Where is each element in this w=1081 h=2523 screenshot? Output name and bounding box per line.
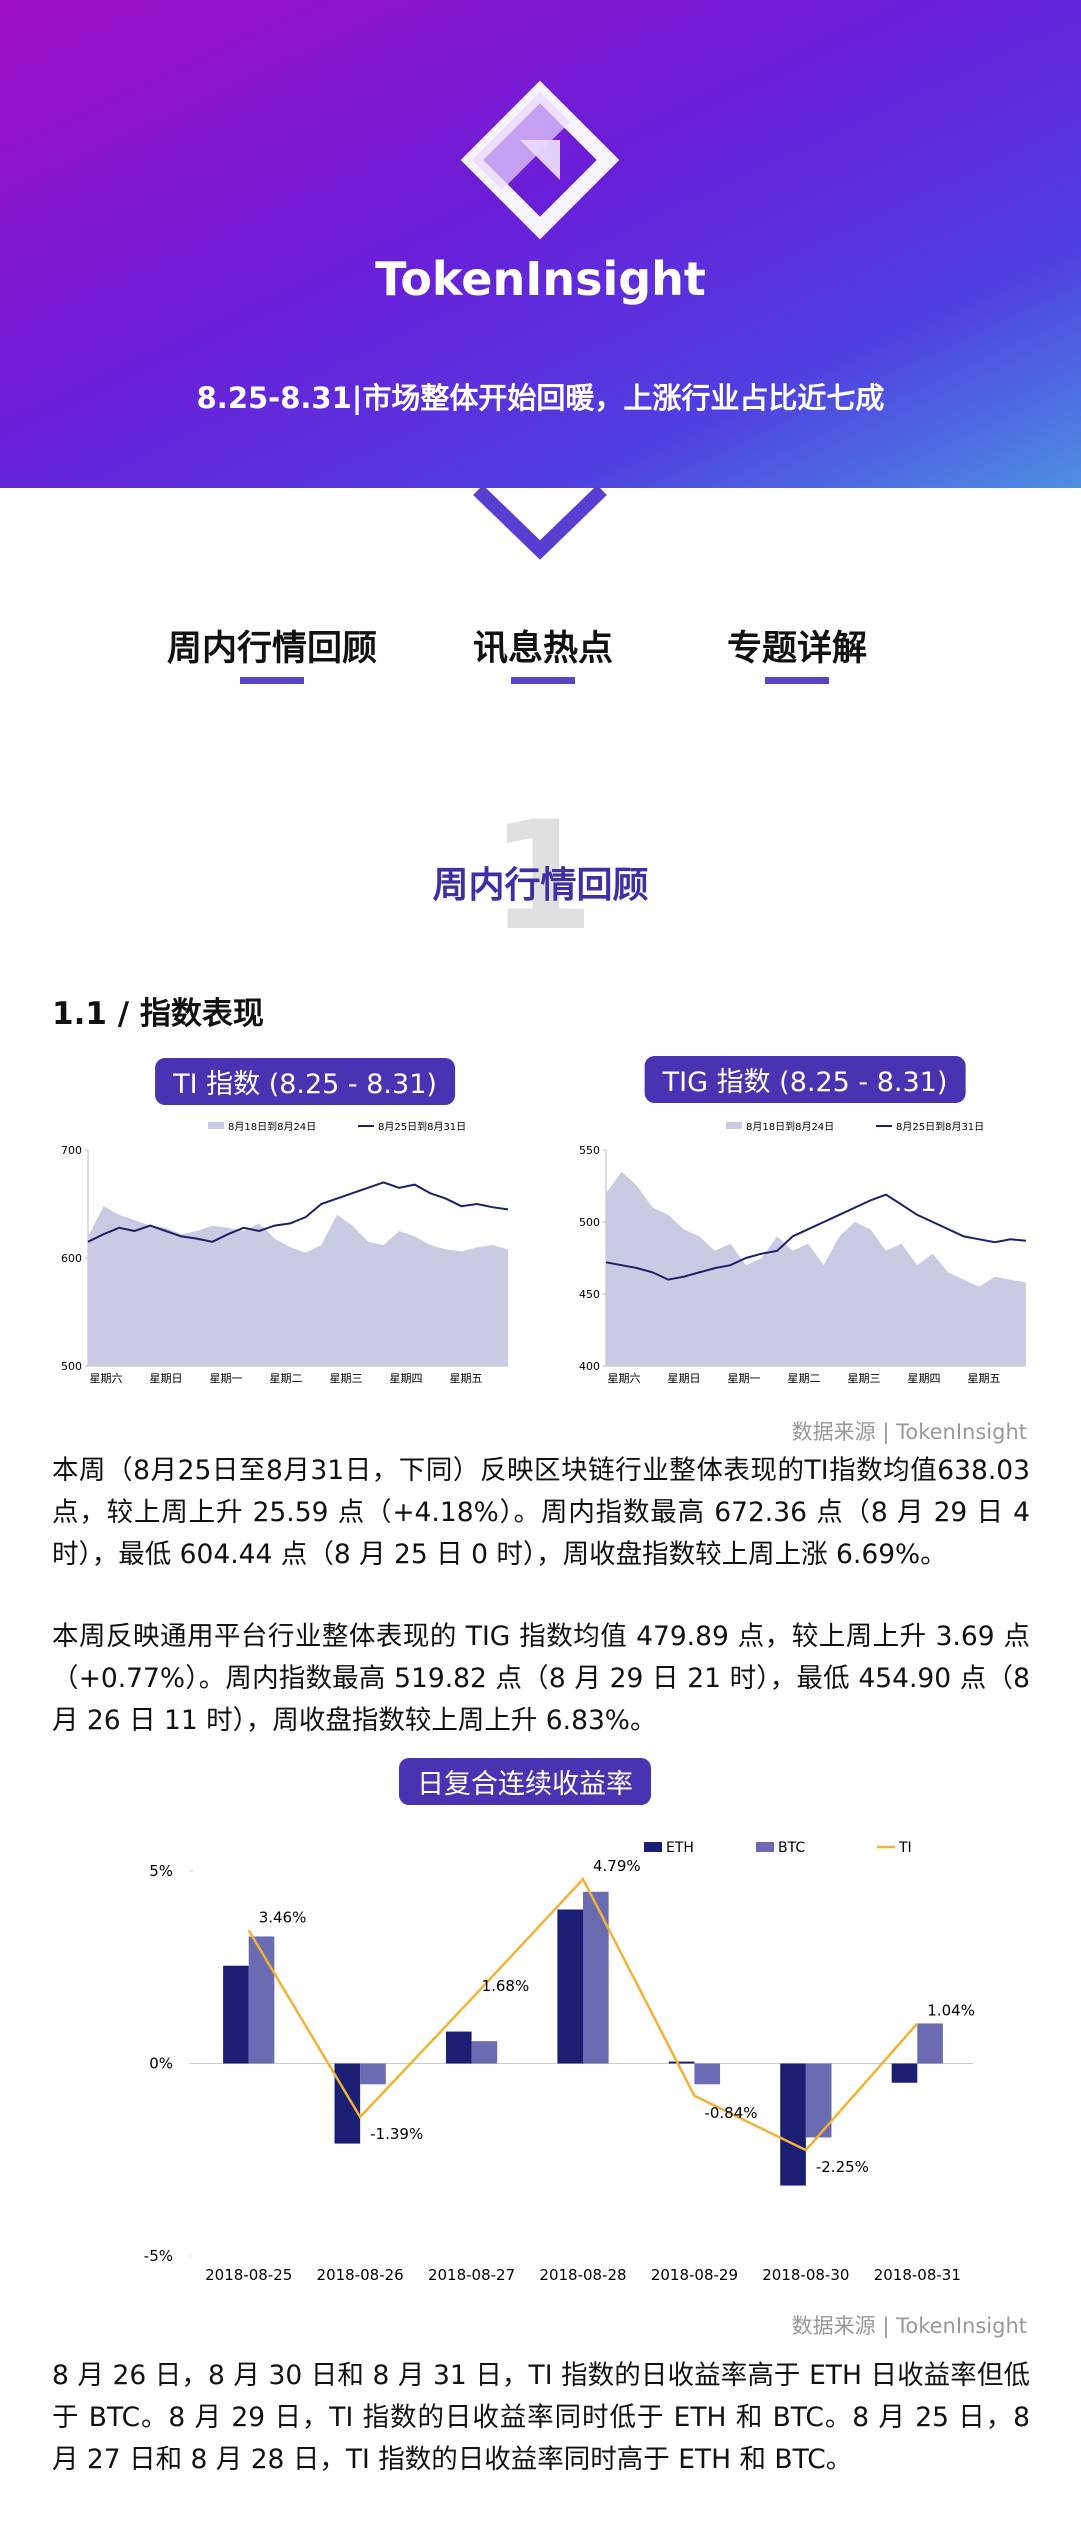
bar (583, 1891, 609, 2064)
x-tick-label: 星期二 (270, 1372, 303, 1385)
header-graphics (460, 80, 620, 560)
y-tick-label: 600 (61, 1252, 82, 1265)
data-label: -2.25% (816, 2158, 869, 2176)
bar (445, 2031, 472, 2064)
x-tick-label: 星期五 (450, 1372, 483, 1385)
x-tick-label: 星期一 (210, 1372, 243, 1385)
x-tick-label: 星期六 (608, 1372, 641, 1385)
x-tick-label: 星期一 (728, 1372, 761, 1385)
data-label: -0.84% (704, 2104, 757, 2122)
bar (891, 2063, 918, 2083)
x-tick-label: 星期三 (330, 1372, 363, 1385)
x-tick-label: 星期三 (848, 1372, 881, 1385)
x-tick-label: 2018-08-26 (317, 2266, 404, 2284)
paragraph: 本周反映通用平台行业整体表现的 TIG 指数均值 479.89 点，较上周上升 … (52, 1621, 1030, 1736)
bar (557, 1909, 583, 2064)
paragraph: 8 月 26 日，8 月 30 日和 8 月 31 日，TI 指数的日收益率高于… (52, 2360, 1030, 2475)
data-label: 4.79% (593, 1857, 641, 1875)
bar (223, 1965, 249, 2064)
legend-swatch (756, 1842, 774, 1852)
chart-title: TI 指数 (8.25 - 8.31) (155, 1058, 455, 1105)
nav-underline (765, 677, 829, 684)
header-title: 8.25-8.31|市场整体开始回暖，上涨行业占比近七成 (196, 381, 885, 415)
line (247, 1876, 919, 2152)
legend-swatch (726, 1122, 742, 1129)
area (88, 1206, 508, 1366)
data-label: -1.39% (370, 2125, 423, 2143)
data-source: 数据来源 | TokenInsight (791, 2314, 1027, 2338)
chart-title: TIG 指数 (8.25 - 8.31) (644, 1056, 966, 1103)
nav-underline (511, 677, 575, 684)
legend-label: 8月18日到8月24日 (746, 1121, 834, 1133)
paragraph: 本周（8月25日至8月31日，下同）反映区块链行业整体表现的TI指数均值638.… (52, 1455, 1030, 1570)
x-tick-label: 2018-08-27 (428, 2266, 515, 2284)
chevron (473, 484, 607, 560)
bar (334, 2063, 361, 2144)
chart: 500 600 700 星期六 星期日 星期一 星期二 星期三 星期四 星期五 8月18日到8月24… (61, 1121, 509, 1385)
x-tick-label: 2018-08-28 (539, 2266, 626, 2284)
legend-label: 8月25日到8月31日 (896, 1121, 984, 1133)
data-label: 1.04% (927, 2001, 975, 2019)
y-tick-label: 450 (579, 1288, 600, 1301)
data-label: 3.46% (259, 1908, 307, 1926)
legend-label: 8月25日到8月31日 (378, 1121, 466, 1133)
section-title: 周内行情回顾 (432, 865, 649, 906)
y-tick-label: 500 (579, 1216, 600, 1229)
data-source: 数据来源 | TokenInsight (791, 1420, 1027, 1444)
nav-underline (240, 677, 304, 684)
y-tick-label: 0% (149, 2055, 173, 2073)
line (87, 1181, 509, 1243)
x-tick-label: 2018-08-31 (874, 2266, 961, 2284)
x-tick-label: 星期四 (390, 1372, 423, 1385)
x-tick-label: 2018-08-29 (651, 2266, 738, 2284)
section-number: 1 (490, 790, 595, 964)
legend-label: BTC (778, 1840, 805, 1856)
y-tick-label: 500 (61, 1360, 82, 1373)
bar (917, 2023, 943, 2064)
x-tick-label: 2018-08-25 (205, 2266, 292, 2284)
legend-label: TI (898, 1840, 912, 1856)
x-tick-label: 星期日 (150, 1372, 183, 1385)
legend-swatch (644, 1842, 662, 1852)
bar (471, 2041, 498, 2064)
area (606, 1171, 1026, 1366)
bar (780, 2063, 806, 2186)
subsection-title: 1.1 / 指数表现 (52, 996, 264, 1032)
data-label: 1.68% (482, 1977, 530, 1995)
x-tick-label: 星期六 (90, 1372, 123, 1385)
bar (694, 2063, 721, 2085)
line (605, 1193, 1027, 1281)
bar (248, 1936, 275, 2064)
bar (668, 2061, 695, 2064)
legend-swatch (208, 1122, 224, 1129)
legend-label: 8月18日到8月24日 (228, 1121, 316, 1133)
x-tick-label: 星期五 (968, 1372, 1001, 1385)
chart: 400 450 500 550 星期六 星期日 星期一 星期二 星期三 星期四 星期五 8月18日到8… (579, 1121, 1027, 1385)
x-tick-label: 星期四 (908, 1372, 941, 1385)
nav-item[interactable]: 专题详解 (726, 629, 868, 669)
chart-title: 日复合连续收益率 (399, 1758, 651, 1805)
logo (460, 80, 620, 240)
brand: TokenInsight (375, 252, 706, 306)
y-tick-label: 400 (579, 1360, 600, 1373)
legend-label: ETH (666, 1840, 694, 1856)
x-tick-label: 星期二 (788, 1372, 821, 1385)
chart: -5% 0% 5% 2018-08-25 2018-08-26 2018-08-27 201… (144, 1840, 975, 2284)
y-tick-label: -5% (144, 2247, 173, 2265)
y-tick-label: 5% (149, 1862, 173, 1880)
x-tick-label: 2018-08-30 (762, 2266, 849, 2284)
y-tick-label: 700 (61, 1144, 82, 1157)
x-tick-label: 星期日 (668, 1372, 701, 1385)
y-tick-label: 550 (579, 1144, 600, 1157)
bar (360, 2063, 386, 2085)
nav-item[interactable]: 讯息热点 (472, 629, 614, 669)
nav-item[interactable]: 周内行情回顾 (166, 629, 378, 669)
